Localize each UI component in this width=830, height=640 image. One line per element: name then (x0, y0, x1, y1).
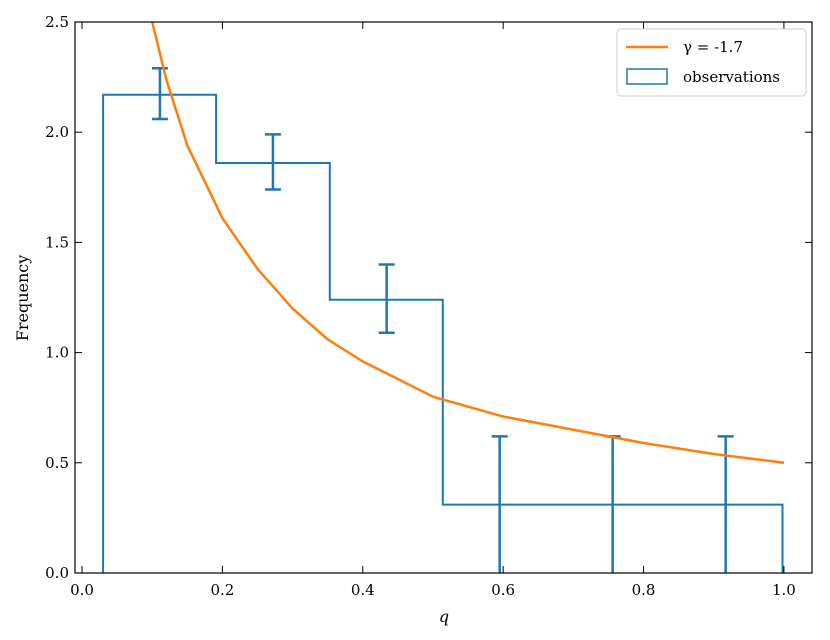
power-law-curve (150, 22, 785, 465)
y-tick-label: 2.5 (45, 13, 69, 31)
x-axis-label: q (439, 607, 449, 626)
x-tick-label: 0.2 (210, 581, 234, 599)
y-tick-label: 0.5 (45, 454, 69, 472)
x-tick-label: 0.6 (491, 581, 515, 599)
y-tick-label: 1.0 (45, 344, 69, 362)
y-tick-label: 1.5 (45, 233, 69, 251)
y-axis-label: Frequency (13, 255, 32, 342)
y-tick-label: 0.0 (45, 564, 69, 582)
legend-hist-swatch (626, 68, 668, 85)
histogram-outline (102, 93, 784, 573)
ticks: 0.0 0.2 0.4 0.6 0.8 1.0 0.0 0.5 1.0 1.5 2.0 2.5 (45, 13, 812, 599)
legend-hist-label: observations (683, 68, 780, 86)
legend: γ = -1.7 observations (616, 28, 807, 97)
legend-line-label: γ = -1.7 (683, 38, 743, 56)
x-tick-label: 0.8 (632, 581, 656, 599)
x-tick-label: 1.0 (772, 581, 796, 599)
y-tick-label: 2.0 (45, 123, 69, 141)
x-tick-label: 0.4 (351, 581, 375, 599)
axes-frame (74, 21, 813, 574)
x-tick-label: 0.0 (70, 581, 94, 599)
plot-area (102, 22, 785, 573)
